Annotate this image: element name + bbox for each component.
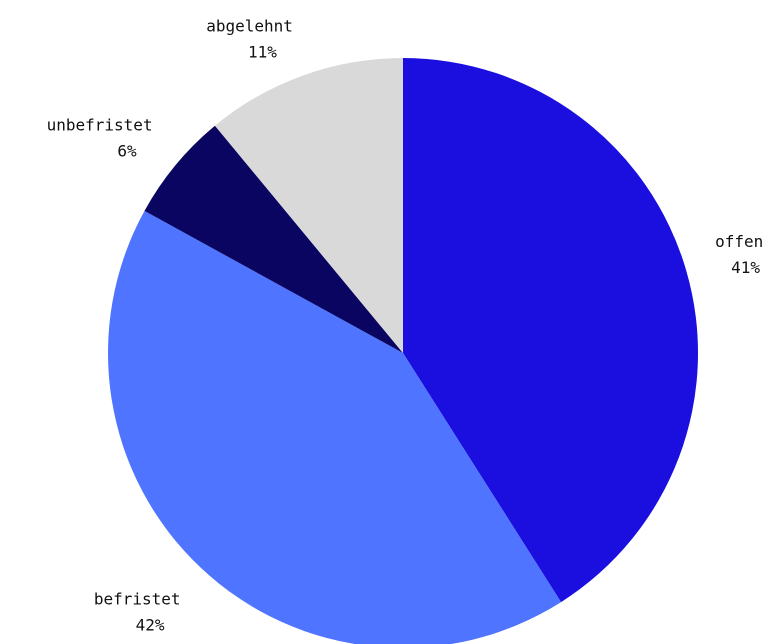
slice-label: befristet: [94, 589, 181, 608]
slice-value-label: 11%: [248, 43, 277, 62]
pie-slice: [144, 125, 403, 353]
slice-label: abgelehnt: [206, 17, 293, 36]
pie-slice: [108, 210, 562, 644]
pie-slice: [403, 58, 698, 603]
slice-label: offen: [715, 232, 763, 251]
slice-value-label: 42%: [136, 615, 165, 634]
slice-label: unbefristet: [47, 115, 153, 134]
pie-slice: [214, 58, 403, 353]
slice-value-label: 41%: [731, 258, 760, 277]
slice-value-label: 6%: [117, 141, 137, 160]
